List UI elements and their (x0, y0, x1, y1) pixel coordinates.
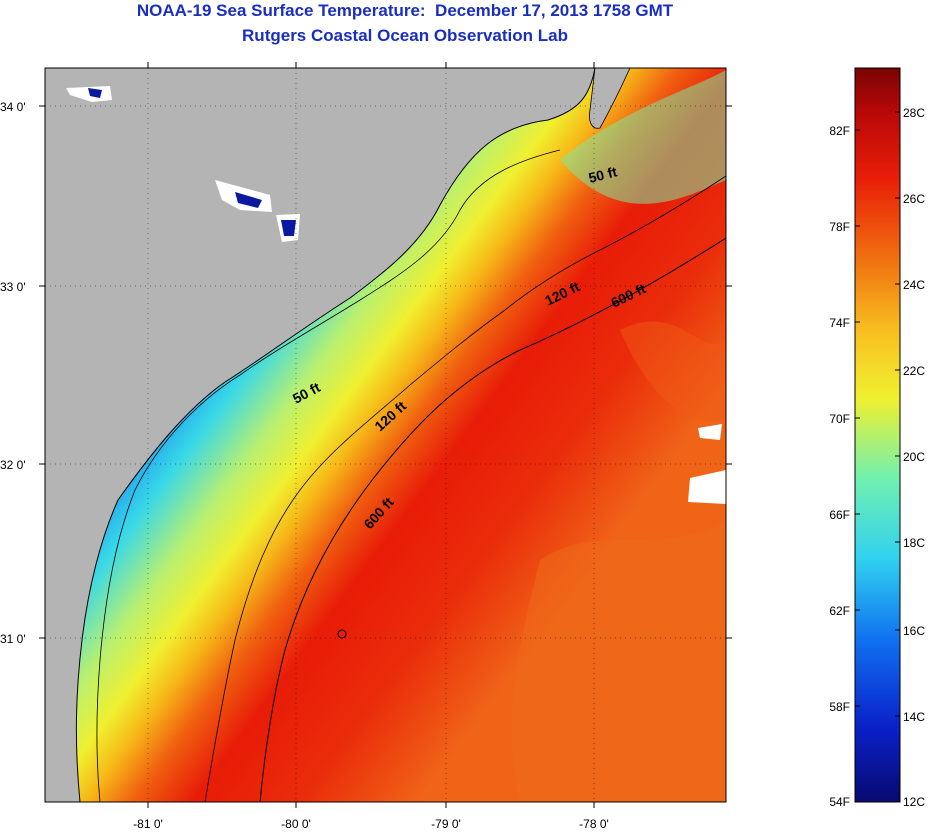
colorbar-fahrenheit-label: 62F (829, 604, 850, 618)
warm-water-patch (511, 520, 726, 802)
longitude-label: -78 0' (579, 817, 609, 831)
inland-lake (88, 88, 102, 98)
contour-label: 50 ft (587, 163, 619, 186)
axis-ticks (39, 62, 732, 808)
colorbar-fahrenheit-label: 70F (829, 412, 850, 426)
coastal-landmass (45, 68, 595, 802)
colorbar-celsius-label: 14C (903, 710, 925, 724)
longitude-label: -81 0' (133, 817, 163, 831)
longitude-label: -79 0' (431, 817, 461, 831)
colorbar-ticks (855, 111, 900, 717)
graticule (45, 68, 726, 802)
map-frame (44, 67, 727, 803)
offshore-cloud (688, 470, 726, 504)
latitude-label: 31 0' (0, 632, 26, 646)
colorbar-fahrenheit-label: 58F (829, 700, 850, 714)
isobath-50ft (96, 149, 561, 802)
map-title: NOAA-19 Sea Surface Temperature: Decembe… (136, 1, 674, 20)
longitude-label: -80 0' (281, 817, 311, 831)
colorbar-fahrenheit-label: 78F (829, 220, 850, 234)
colorbar-celsius-label: 22C (903, 364, 925, 378)
colorbar-celsius-label: 20C (903, 450, 925, 464)
colorbar-celsius-label: 24C (903, 278, 925, 292)
colorbar-fahrenheit-label: 54F (829, 795, 850, 809)
colorbar-celsius-label: 26C (903, 192, 925, 206)
cape-fear-peninsula (589, 68, 631, 129)
cool-water-plume (560, 70, 726, 204)
latitude-label: 34 0' (0, 100, 26, 114)
offshore-cloud (698, 424, 722, 440)
colorbar-fahrenheit-label: 74F (829, 316, 850, 330)
isobath-600ft (259, 237, 726, 802)
coastline (75, 68, 596, 802)
colorbar-fahrenheit-label: 66F (829, 508, 850, 522)
inland-lake (235, 192, 262, 208)
colorbar-celsius-label: 12C (903, 795, 925, 809)
warm-water-patch (620, 321, 726, 422)
colorbar-fahrenheit-label: 82F (829, 124, 850, 138)
colorbar (854, 67, 901, 803)
latitude-label: 32 0' (0, 458, 26, 472)
map-subtitle: Rutgers Coastal Ocean Observation Lab (242, 26, 568, 45)
colorbar-celsius-label: 18C (903, 536, 925, 550)
map-panel: 50 ft 50 ft 120 ft 120 ft 600 ft 600 ft (45, 68, 726, 802)
station-marker (337, 629, 347, 639)
colorbar-celsius-label: 16C (903, 624, 925, 638)
colorbar-celsius-label: 28C (903, 106, 925, 120)
inland-lake (281, 220, 296, 236)
isobath-120ft (204, 175, 726, 802)
latitude-label: 33 0' (0, 280, 26, 294)
